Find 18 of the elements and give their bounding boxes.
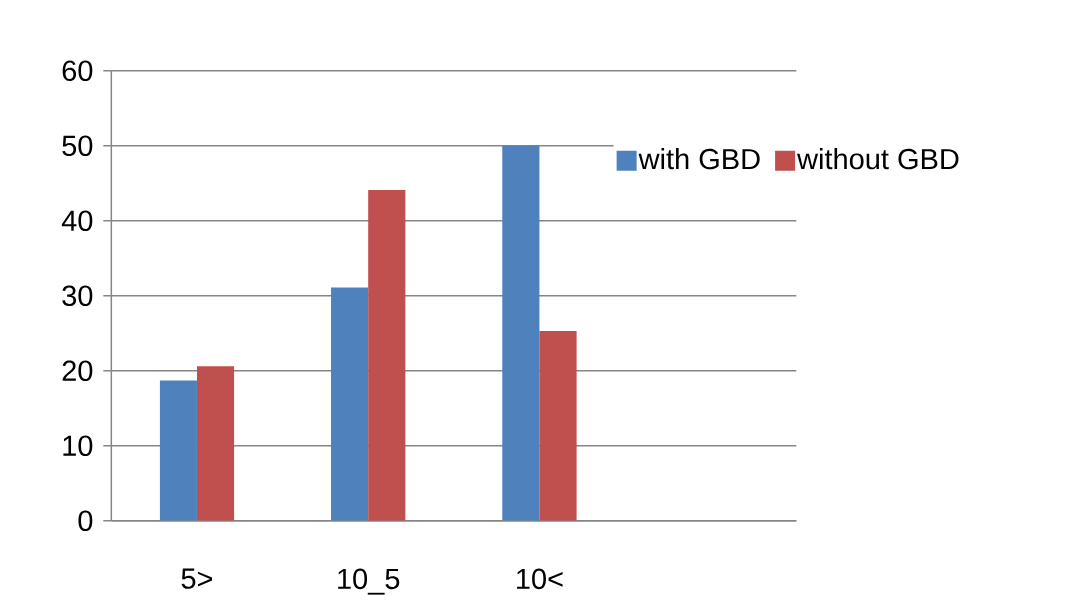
y-tick-label: 30 bbox=[62, 285, 93, 306]
y-tick-label: 20 bbox=[62, 360, 93, 381]
bar bbox=[331, 287, 369, 521]
legend-label: without GBD bbox=[797, 147, 959, 170]
bar bbox=[502, 145, 540, 521]
legend-label: with GBD bbox=[638, 147, 760, 170]
x-tick-label: 10_5 bbox=[338, 568, 400, 595]
x-tick-label: 10< bbox=[517, 568, 563, 590]
y-tick-label: 10 bbox=[63, 435, 93, 456]
x-tick-label: 5> bbox=[181, 568, 213, 589]
y-tick-label: 50 bbox=[62, 135, 93, 156]
bar bbox=[196, 366, 235, 521]
bar bbox=[159, 380, 197, 521]
bar bbox=[368, 189, 406, 521]
y-tick-label: 60 bbox=[62, 60, 93, 81]
bar bbox=[539, 330, 577, 521]
y-tick-label: 40 bbox=[61, 210, 93, 231]
y-tick-label: 0 bbox=[78, 510, 93, 531]
